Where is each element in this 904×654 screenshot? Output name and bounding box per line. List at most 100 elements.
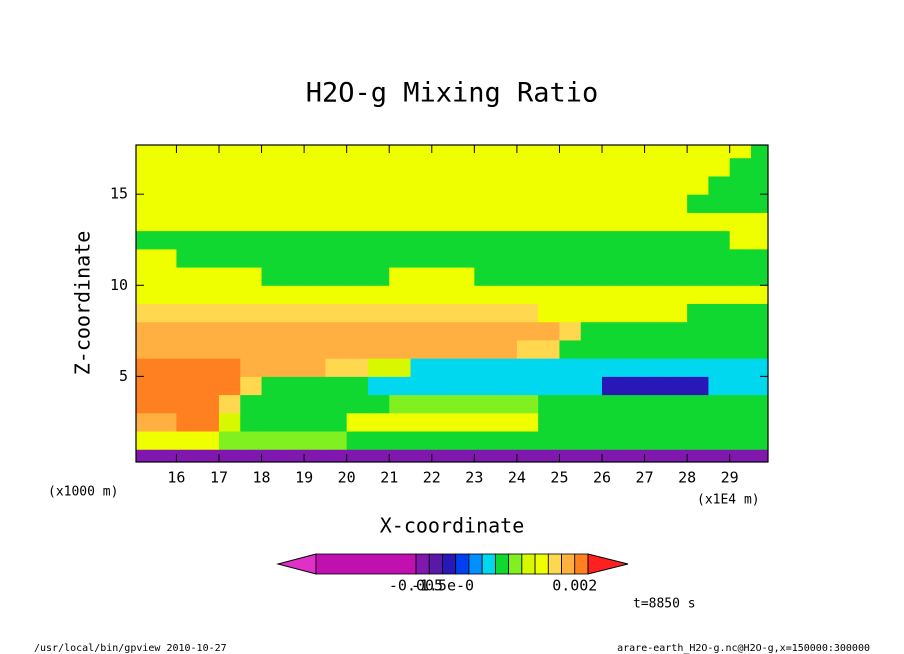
field-cell (474, 303, 497, 323)
field-cell (261, 230, 284, 250)
field-cell (136, 157, 156, 177)
field-cell (261, 212, 284, 232)
field-cell (474, 376, 497, 396)
field-cell (750, 339, 768, 359)
field-cell (176, 145, 199, 159)
colorbar-tick-label: -0.005 (389, 577, 443, 595)
field-cell (282, 394, 305, 414)
field-cell (516, 267, 539, 286)
field-cell (218, 212, 241, 232)
colorbar-band (315, 553, 417, 575)
field-cell (495, 449, 518, 462)
field-cell (453, 394, 475, 414)
field-cell (346, 175, 369, 195)
field-cell (389, 267, 412, 286)
field-cell (538, 194, 560, 213)
field-cell (155, 157, 177, 177)
field-cell (240, 303, 263, 323)
field-cell (538, 230, 560, 250)
field-cell (623, 339, 646, 359)
field-cell (218, 230, 241, 250)
field-cell (687, 358, 709, 377)
field-cell (346, 358, 369, 377)
x-tick-label: 20 (338, 469, 356, 487)
field-cell (410, 394, 433, 414)
field-cell (644, 394, 667, 414)
field-cell (325, 194, 348, 213)
field-cell (665, 303, 688, 323)
x-tick-label: 25 (550, 469, 568, 487)
field-cell (516, 431, 539, 450)
field-cell (580, 358, 603, 377)
field-cell (623, 303, 646, 323)
field-cell (665, 157, 688, 177)
field-cell (538, 145, 560, 159)
field-cell (218, 449, 241, 462)
field-cell (729, 248, 752, 268)
field-cell (261, 412, 284, 432)
field-cell (240, 157, 263, 177)
field-cell (623, 285, 646, 304)
field-cell (495, 157, 518, 177)
field-cell (580, 394, 603, 414)
field-cell (325, 431, 348, 450)
field-cell (367, 230, 390, 250)
field-cell (136, 376, 156, 396)
field-cell (325, 212, 348, 232)
field-cell (750, 194, 768, 213)
field-cell (240, 285, 263, 304)
field-cell (538, 157, 560, 177)
field-cell (665, 394, 688, 414)
field-cell (136, 449, 156, 462)
field-cell (240, 394, 263, 414)
field-cell (240, 212, 263, 232)
field-cell (665, 194, 688, 213)
field-cell (729, 194, 752, 213)
field-cell (644, 412, 667, 432)
field-cell (197, 376, 220, 396)
field-cell (665, 339, 688, 359)
field-cell (453, 376, 475, 396)
field-cell (602, 267, 624, 286)
field-cell (325, 321, 348, 341)
field-cell (602, 431, 624, 450)
field-cell (453, 248, 475, 268)
field-cell (729, 285, 752, 304)
field-cell (708, 431, 731, 450)
x-tick-label: 16 (167, 469, 185, 487)
field-cell (282, 285, 305, 304)
field-cell (176, 339, 199, 359)
field-cell (346, 285, 369, 304)
field-cell (410, 449, 433, 462)
field-cell (580, 376, 603, 396)
field-cell (240, 175, 263, 195)
field-cell (538, 248, 560, 268)
field-cell (240, 230, 263, 250)
field-cell (261, 339, 284, 359)
field-cell (708, 175, 731, 195)
field-cell (176, 431, 199, 450)
field-cell (136, 267, 156, 286)
field-cell (197, 449, 220, 462)
field-cell (665, 248, 688, 268)
field-cell (176, 212, 199, 232)
field-cell (665, 358, 688, 377)
field-cell (602, 321, 624, 341)
field-cell (453, 157, 475, 177)
field-cell (282, 339, 305, 359)
field-cell (304, 449, 326, 462)
field-cell (538, 376, 560, 396)
field-cell (389, 358, 412, 377)
field-cell (367, 321, 390, 341)
field-cell (580, 267, 603, 286)
field-cell (474, 267, 497, 286)
field-cell (136, 285, 156, 304)
field-cell (367, 431, 390, 450)
field-cell (136, 230, 156, 250)
field-cell (325, 303, 348, 323)
field-cell (282, 157, 305, 177)
field-cell (729, 339, 752, 359)
field-cell (644, 145, 667, 159)
field-cell (665, 267, 688, 286)
field-cell (304, 175, 326, 195)
